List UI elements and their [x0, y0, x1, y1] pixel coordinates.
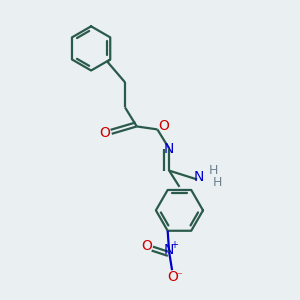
Text: H: H: [213, 176, 222, 189]
Text: O: O: [158, 119, 169, 134]
Text: N: N: [194, 170, 204, 184]
Text: H: H: [208, 164, 218, 177]
Text: O: O: [99, 126, 110, 140]
Text: O: O: [142, 239, 152, 253]
Text: ⁻: ⁻: [176, 272, 182, 282]
Text: N: N: [164, 243, 174, 256]
Text: O: O: [167, 270, 178, 284]
Text: +: +: [170, 240, 178, 250]
Text: N: N: [164, 142, 174, 156]
